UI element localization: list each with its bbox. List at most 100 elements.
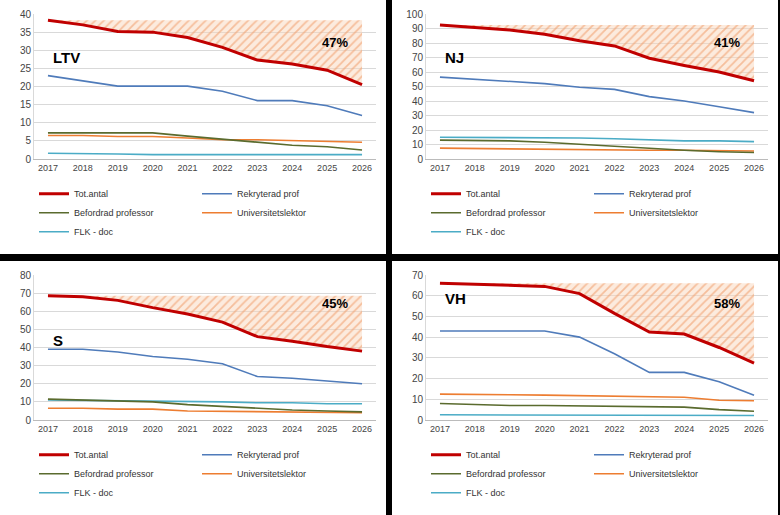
- svg-text:60: 60: [20, 306, 32, 317]
- svg-text:2026: 2026: [352, 424, 372, 434]
- svg-text:2024: 2024: [282, 163, 302, 173]
- svg-text:50: 50: [412, 311, 424, 322]
- svg-text:70: 70: [412, 52, 424, 63]
- svg-text:20: 20: [412, 125, 424, 136]
- svg-text:35: 35: [20, 27, 32, 38]
- svg-text:2025: 2025: [709, 163, 729, 173]
- svg-text:60: 60: [412, 67, 424, 78]
- svg-text:0: 0: [417, 154, 423, 165]
- svg-text:2017: 2017: [430, 424, 450, 434]
- svg-text:60: 60: [412, 290, 424, 301]
- svg-text:30: 30: [20, 360, 32, 371]
- svg-text:47%: 47%: [322, 35, 348, 50]
- svg-text:Rekryterad prof: Rekryterad prof: [237, 189, 300, 199]
- svg-text:2025: 2025: [709, 424, 729, 434]
- svg-text:10: 10: [20, 117, 32, 128]
- svg-text:Befordrad professor: Befordrad professor: [74, 208, 154, 218]
- svg-text:Universitetslektor: Universitetslektor: [629, 469, 698, 479]
- svg-text:2024: 2024: [674, 163, 694, 173]
- svg-text:2018: 2018: [73, 424, 93, 434]
- svg-text:2022: 2022: [604, 163, 624, 173]
- svg-text:Tot.antal: Tot.antal: [466, 189, 500, 199]
- svg-text:2024: 2024: [282, 424, 302, 434]
- svg-text:2017: 2017: [38, 424, 58, 434]
- svg-text:45%: 45%: [322, 296, 348, 311]
- svg-text:2019: 2019: [108, 163, 128, 173]
- svg-text:Universitetslektor: Universitetslektor: [629, 208, 698, 218]
- svg-text:2023: 2023: [639, 424, 659, 434]
- svg-text:20: 20: [412, 373, 424, 384]
- svg-text:LTV: LTV: [53, 49, 80, 66]
- svg-text:2022: 2022: [604, 424, 624, 434]
- svg-text:0: 0: [417, 415, 423, 426]
- svg-text:2021: 2021: [570, 424, 590, 434]
- svg-text:Tot.antal: Tot.antal: [74, 189, 108, 199]
- svg-text:2023: 2023: [639, 163, 659, 173]
- svg-text:5: 5: [25, 135, 31, 146]
- svg-text:Rekryterad prof: Rekryterad prof: [629, 450, 692, 460]
- svg-text:2020: 2020: [535, 163, 555, 173]
- svg-text:FLK - doc: FLK - doc: [466, 488, 506, 498]
- svg-text:Universitetslektor: Universitetslektor: [237, 208, 306, 218]
- svg-text:2017: 2017: [38, 163, 58, 173]
- svg-text:100: 100: [406, 9, 423, 20]
- svg-text:2020: 2020: [143, 424, 163, 434]
- svg-text:FLK - doc: FLK - doc: [74, 227, 114, 237]
- svg-text:40: 40: [412, 332, 424, 343]
- svg-text:41%: 41%: [714, 35, 740, 50]
- svg-text:50: 50: [20, 324, 32, 335]
- svg-text:15: 15: [20, 99, 32, 110]
- svg-text:40: 40: [20, 9, 32, 20]
- svg-text:2026: 2026: [744, 163, 764, 173]
- svg-text:Befordrad professor: Befordrad professor: [74, 469, 154, 479]
- svg-text:10: 10: [412, 394, 424, 405]
- svg-text:25: 25: [20, 63, 32, 74]
- svg-text:58%: 58%: [714, 296, 740, 311]
- svg-text:2020: 2020: [143, 163, 163, 173]
- svg-text:30: 30: [412, 110, 424, 121]
- svg-text:Tot.antal: Tot.antal: [466, 450, 500, 460]
- svg-text:Rekryterad prof: Rekryterad prof: [237, 450, 300, 460]
- svg-text:40: 40: [412, 96, 424, 107]
- svg-text:2021: 2021: [570, 163, 590, 173]
- svg-text:2017: 2017: [430, 163, 450, 173]
- svg-text:2020: 2020: [535, 424, 555, 434]
- svg-text:20: 20: [20, 81, 32, 92]
- svg-text:Befordrad professor: Befordrad professor: [466, 469, 546, 479]
- svg-text:VH: VH: [445, 290, 466, 307]
- svg-text:30: 30: [412, 352, 424, 363]
- svg-text:2019: 2019: [500, 163, 520, 173]
- svg-text:50: 50: [412, 81, 424, 92]
- svg-text:Tot.antal: Tot.antal: [74, 450, 108, 460]
- svg-text:2023: 2023: [247, 163, 267, 173]
- svg-text:2026: 2026: [352, 163, 372, 173]
- svg-text:70: 70: [412, 270, 424, 281]
- svg-text:2022: 2022: [212, 424, 232, 434]
- svg-text:20: 20: [20, 378, 32, 389]
- svg-text:80: 80: [20, 270, 32, 281]
- svg-text:2018: 2018: [73, 163, 93, 173]
- svg-text:90: 90: [412, 23, 424, 34]
- svg-text:30: 30: [20, 45, 32, 56]
- svg-text:10: 10: [20, 396, 32, 407]
- svg-text:Rekryterad prof: Rekryterad prof: [629, 189, 692, 199]
- svg-text:2024: 2024: [674, 424, 694, 434]
- svg-text:2019: 2019: [108, 424, 128, 434]
- svg-text:0: 0: [25, 415, 31, 426]
- svg-text:FLK - doc: FLK - doc: [466, 227, 506, 237]
- svg-text:2025: 2025: [317, 163, 337, 173]
- svg-text:2022: 2022: [212, 163, 232, 173]
- svg-text:80: 80: [412, 38, 424, 49]
- svg-text:40: 40: [20, 342, 32, 353]
- svg-text:2021: 2021: [178, 163, 198, 173]
- svg-text:2025: 2025: [317, 424, 337, 434]
- svg-text:S: S: [53, 332, 63, 349]
- svg-text:NJ: NJ: [445, 49, 464, 66]
- svg-text:10: 10: [412, 139, 424, 150]
- svg-text:FLK - doc: FLK - doc: [74, 488, 114, 498]
- svg-text:2023: 2023: [247, 424, 267, 434]
- svg-text:Befordrad professor: Befordrad professor: [466, 208, 546, 218]
- svg-text:2018: 2018: [465, 424, 485, 434]
- svg-text:0: 0: [25, 154, 31, 165]
- svg-text:70: 70: [20, 288, 32, 299]
